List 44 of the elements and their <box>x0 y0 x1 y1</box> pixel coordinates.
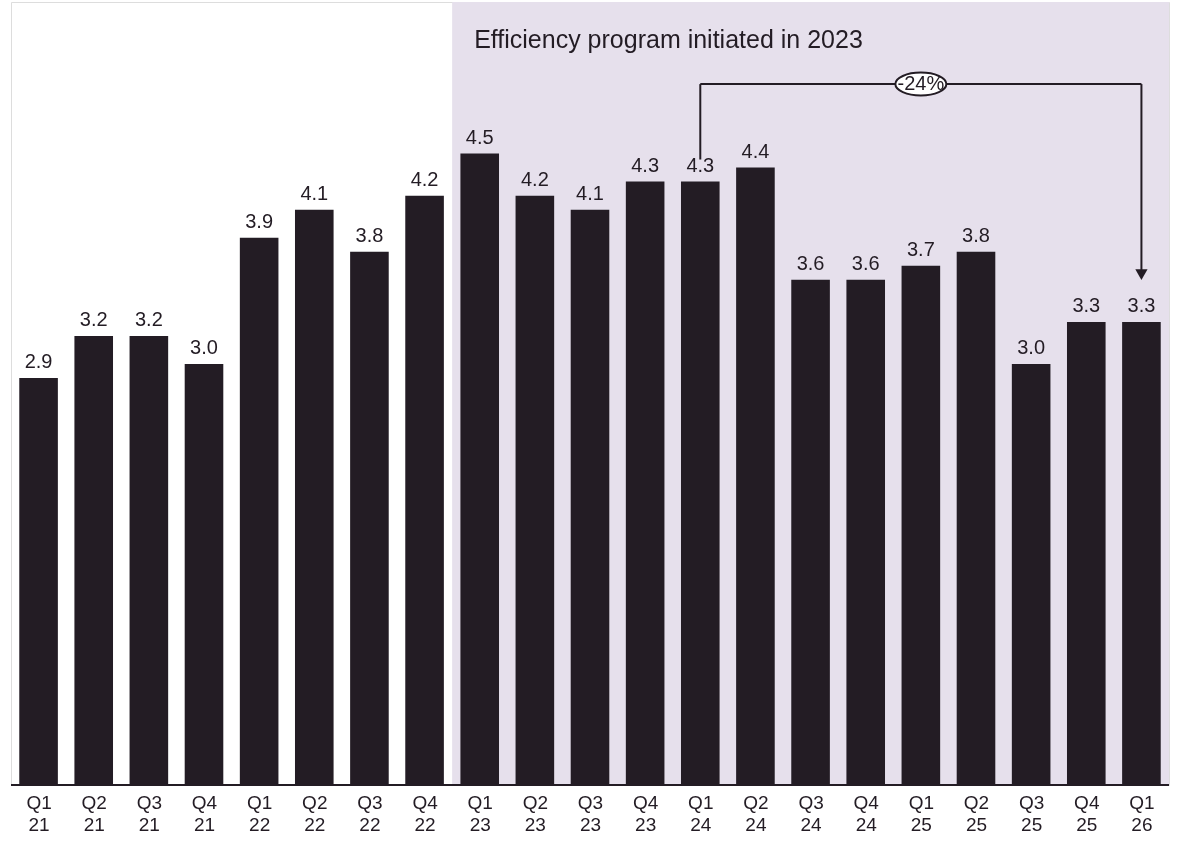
x-tick-label: Q1 25 <box>908 791 935 835</box>
data-label: 3.0 <box>1017 336 1046 359</box>
x-tick-label: Q3 25 <box>1018 791 1045 835</box>
data-label: 3.6 <box>851 251 880 274</box>
data-label: 3.8 <box>962 223 990 246</box>
data-label: 3.8 <box>355 223 384 246</box>
data-label: 4.5 <box>465 125 494 148</box>
data-label: 2.9 <box>24 350 53 373</box>
x-tick-label: Q3 21 <box>136 791 163 835</box>
x-tick-label: Q2 21 <box>81 791 107 835</box>
data-label: 3.9 <box>245 209 274 232</box>
data-label: 3.2 <box>134 307 163 330</box>
text: -24% <box>897 72 945 95</box>
data-label: 3.6 <box>796 251 825 274</box>
data-label: 3.7 <box>906 237 935 260</box>
x-tick-label: Q2 25 <box>963 791 990 835</box>
x-tick-label: Q4 23 <box>632 791 659 835</box>
x-tick-label: Q2 22 <box>302 791 328 835</box>
x-tick-label: Q1 21 <box>26 791 52 835</box>
x-tick-label: Q3 22 <box>357 791 383 835</box>
data-label: 4.2 <box>520 167 549 190</box>
data-label: 4.3 <box>631 153 660 176</box>
x-tick-label: Q1 26 <box>1129 791 1155 835</box>
x-tick-label: Q4 24 <box>853 791 880 835</box>
data-label: 3.3 <box>1127 293 1156 316</box>
band-label: Efficiency program initiated in 2023 <box>474 24 863 53</box>
data-label: 3.3 <box>1072 293 1101 316</box>
data-label: 3.2 <box>79 307 108 330</box>
x-tick-label: Q3 23 <box>577 791 604 835</box>
x-tick-label: Q4 21 <box>191 791 218 835</box>
x-tick-label: Q1 23 <box>467 791 493 835</box>
data-label: 4.1 <box>576 181 604 204</box>
x-tick-label: Q2 23 <box>522 791 549 835</box>
x-tick-label: Q2 24 <box>743 791 769 835</box>
x-tick-label: Q4 22 <box>412 791 439 835</box>
data-label: 4.1 <box>300 181 329 204</box>
data-label: 4.4 <box>741 139 770 162</box>
x-tick-label: Q3 24 <box>798 791 824 835</box>
data-label: 3.0 <box>190 336 218 359</box>
x-tick-label: Q1 22 <box>246 791 273 835</box>
data-label: 4.2 <box>410 167 439 190</box>
x-tick-label: Q1 24 <box>688 791 714 835</box>
x-tick-label: Q4 25 <box>1074 791 1100 835</box>
data-label: 4.3 <box>686 153 715 176</box>
